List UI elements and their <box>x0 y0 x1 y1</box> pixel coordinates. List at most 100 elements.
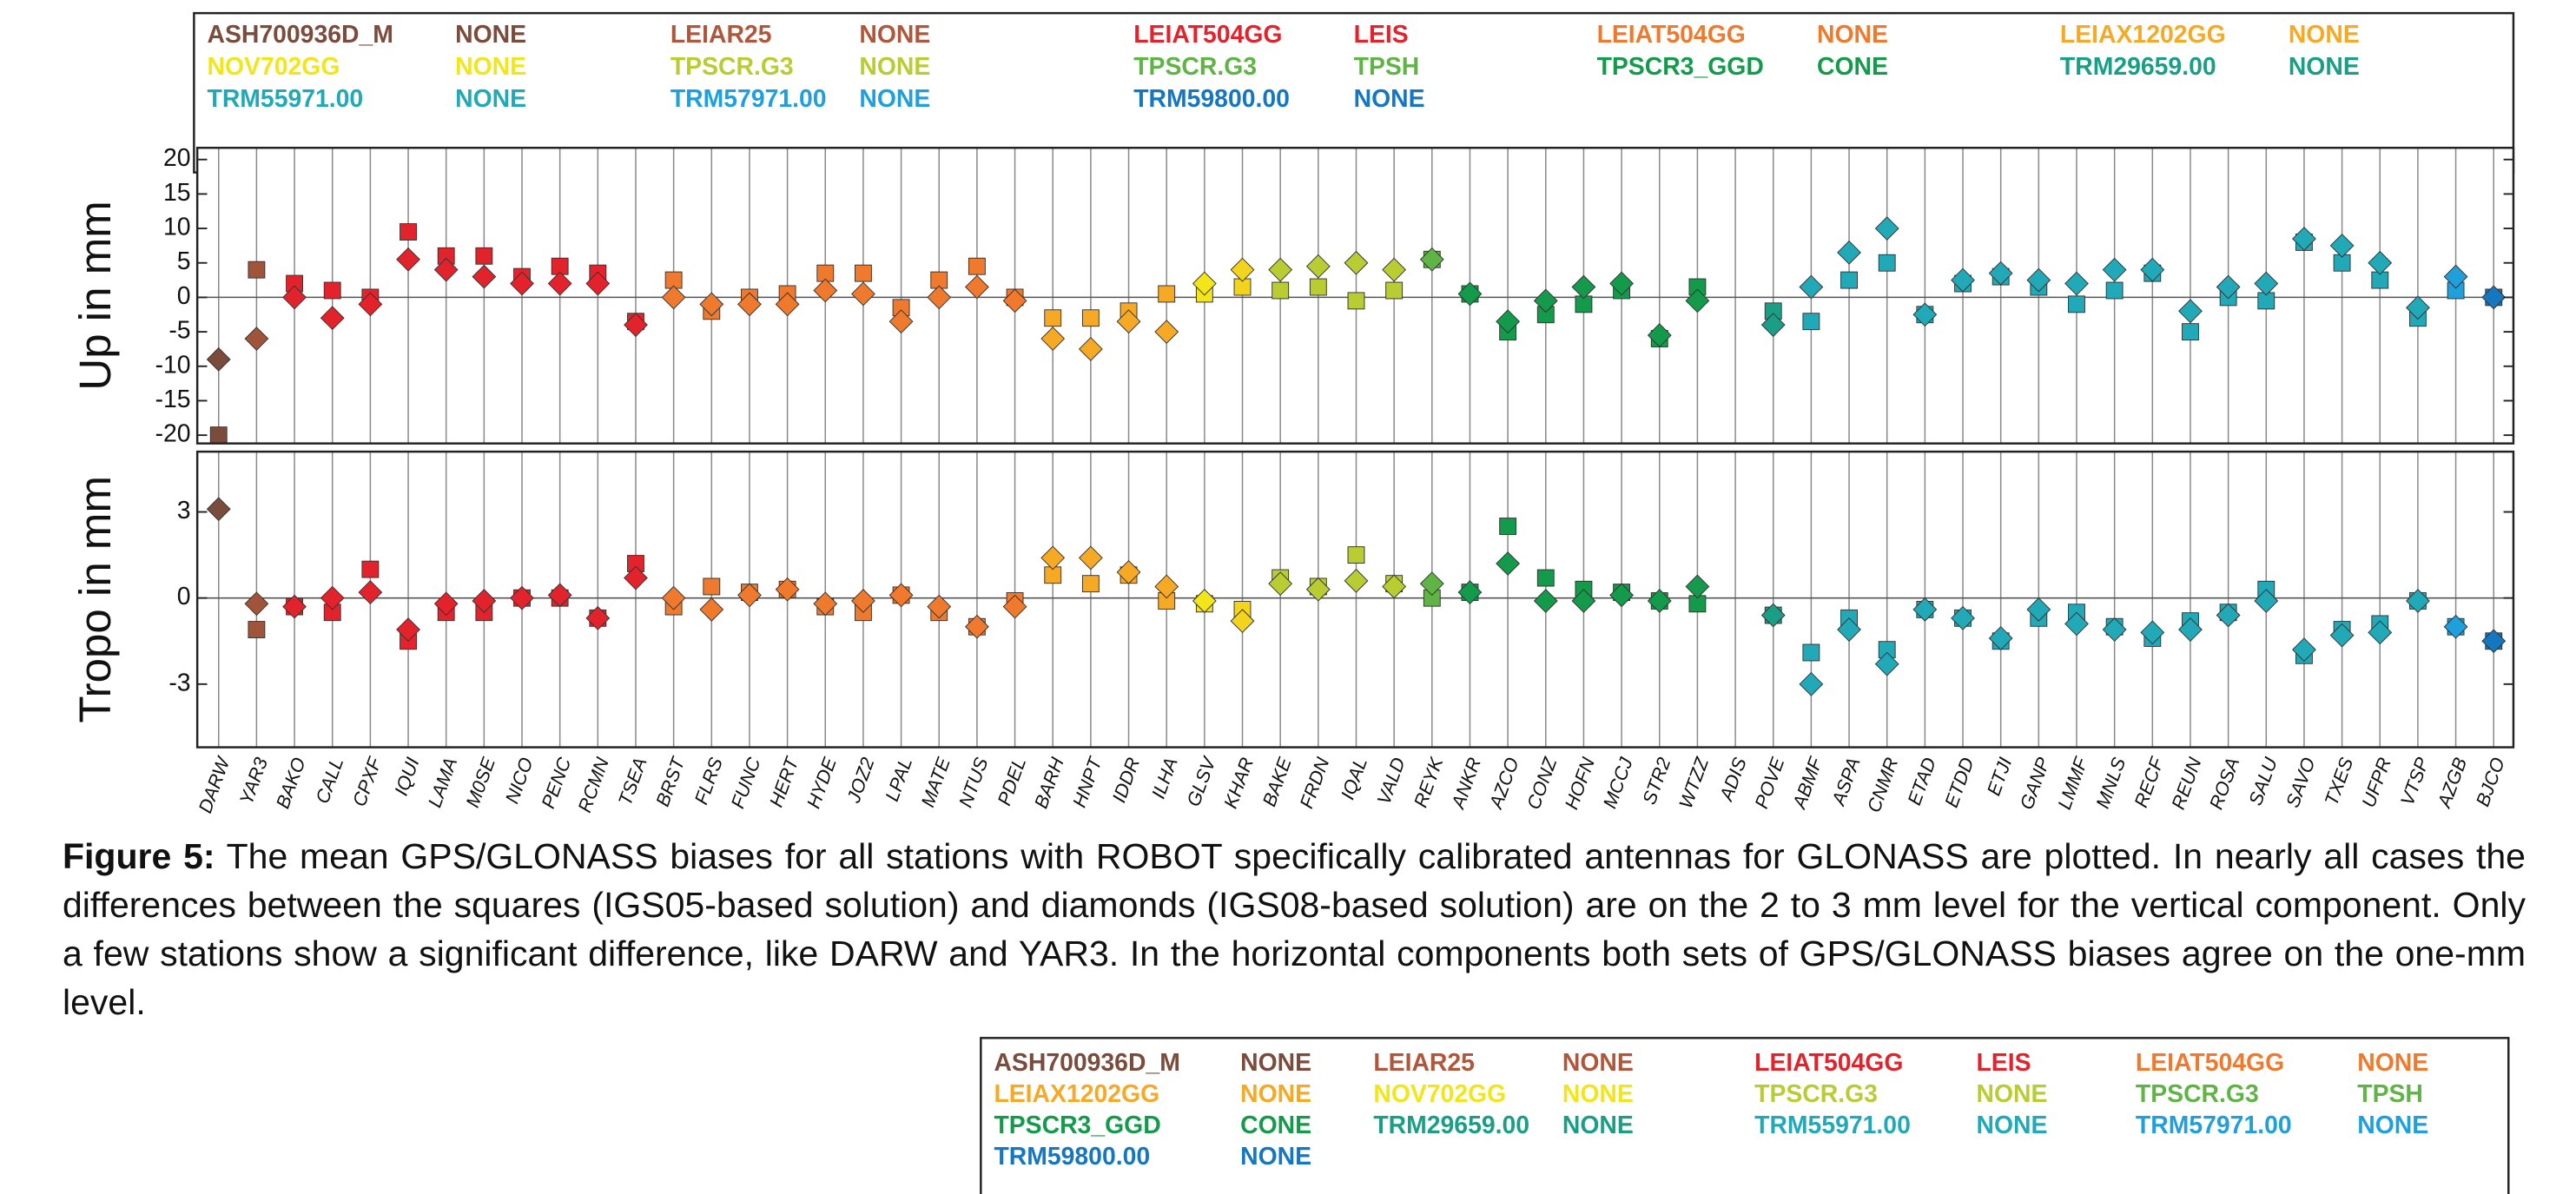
diamond-marker <box>1457 580 1483 604</box>
square-marker <box>1536 569 1555 587</box>
x-tick-label: FRDN <box>1295 755 1333 812</box>
square-marker <box>968 257 986 275</box>
legend-antenna: LEIAR25 <box>1373 1049 1475 1077</box>
diamond-marker <box>244 591 269 617</box>
square-marker <box>1385 281 1404 300</box>
legend-radome: NONE <box>2289 21 2360 49</box>
y-tick-label: -20 <box>155 420 191 448</box>
diamond-marker <box>1951 267 1975 293</box>
legend-radome: NONE <box>455 53 526 81</box>
x-tick-label: FLRS <box>690 754 727 807</box>
square-marker <box>361 560 380 578</box>
diamond-marker <box>1685 574 1710 599</box>
square-marker <box>1802 643 1820 662</box>
legend-antenna: LEIAR25 <box>670 21 772 49</box>
square-marker <box>1081 309 1100 327</box>
diamond-marker <box>1192 589 1217 613</box>
diamond-marker <box>1571 589 1596 613</box>
diamond-marker <box>1533 288 1558 313</box>
legend-radome: LEIS <box>1976 1049 2031 1077</box>
legend-radome: NONE <box>455 85 526 113</box>
diamond-marker <box>2140 257 2165 282</box>
square-marker <box>1878 254 1896 272</box>
plot-frame <box>195 146 2515 445</box>
diamond-marker <box>1609 583 1635 608</box>
legend-radome: NONE <box>1240 1080 1311 1108</box>
legend-radome: NONE <box>1976 1080 2047 1108</box>
x-tick-label: GLSV <box>1182 753 1220 809</box>
diamond-marker <box>510 585 534 610</box>
legend-antenna: TRM57971.00 <box>670 85 827 113</box>
diamond-marker <box>1951 605 1975 630</box>
legend-radome: NONE <box>2357 1112 2428 1139</box>
square-marker <box>1081 575 1100 593</box>
diamond-marker <box>547 583 572 608</box>
diamond-marker <box>1002 288 1027 313</box>
diamond-marker <box>2064 611 2089 637</box>
square-marker <box>2068 295 2085 313</box>
x-tick-label: WTZZ <box>1674 754 1713 811</box>
diamond-marker <box>1837 617 1861 642</box>
diamond-marker <box>1419 247 1444 272</box>
diamond-marker <box>358 580 383 604</box>
x-tick-label: BJCO <box>2472 755 2509 809</box>
legend-radome: CONE <box>1817 53 1888 81</box>
diamond-marker <box>888 583 914 608</box>
diamond-marker <box>1382 574 1407 599</box>
x-tick-label: IDDR <box>1108 755 1145 806</box>
square-marker <box>703 577 721 596</box>
square-marker <box>323 281 341 300</box>
diamond-marker <box>927 285 952 310</box>
diamond-marker <box>1760 313 1786 338</box>
diamond-marker <box>1874 651 1899 676</box>
diamond-marker <box>2026 597 2051 622</box>
diamond-marker <box>2102 257 2127 282</box>
diamond-marker <box>244 327 269 351</box>
diamond-marker <box>1154 320 1179 345</box>
legend-radome: NONE <box>1240 1049 1311 1077</box>
x-tick-label: MNLS <box>2091 754 2130 811</box>
legend-antenna: LEIAT504GG <box>1597 21 1746 49</box>
diamond-marker <box>2481 629 2507 654</box>
square-marker <box>209 426 228 444</box>
diamond-marker <box>1912 597 1938 622</box>
legend-antenna: LEIAT504GG <box>1754 1049 1903 1077</box>
square-marker <box>1802 313 1820 331</box>
legend-antenna: TRM59800.00 <box>994 1143 1150 1171</box>
diamond-marker <box>1760 603 1786 628</box>
x-tick-label: PDEL <box>993 755 1030 808</box>
legend-antenna: TRM57971.00 <box>2136 1112 2292 1139</box>
legend-antenna: TRM55971.00 <box>208 85 364 113</box>
x-tick-label: IQAL <box>1337 755 1371 802</box>
diamond-marker <box>1799 671 1824 696</box>
diamond-marker <box>1647 589 1672 613</box>
diamond-marker <box>737 583 762 608</box>
x-tick-label: POVE <box>1750 754 1788 811</box>
legend-antenna: TPSCR.G3 <box>2136 1080 2259 1108</box>
plot-frame <box>195 450 2515 749</box>
x-tick-label: CONZ <box>1522 754 1562 812</box>
diamond-marker <box>510 271 534 296</box>
diamond-marker <box>2102 617 2127 642</box>
diamond-marker <box>1988 626 2013 650</box>
x-tick-label: BAKO <box>272 755 310 811</box>
x-tick-label: M0SE <box>461 754 499 810</box>
legend-antenna: LEIAX1202GG <box>2060 21 2226 49</box>
diamond-marker <box>661 285 686 310</box>
x-tick-label: HNPT <box>1068 753 1106 810</box>
y-tick-label: 0 <box>177 583 191 610</box>
diamond-marker <box>813 278 838 303</box>
diamond-marker <box>1040 545 1066 571</box>
legend-radome: TPSH <box>2357 1080 2423 1108</box>
legend-radome: NONE <box>1562 1080 1634 1108</box>
legend-antenna: TPSCR3_GGD <box>994 1112 1160 1139</box>
x-tick-label: MATE <box>916 754 954 809</box>
diamond-marker <box>2368 250 2393 275</box>
x-tick-label: TXES <box>2320 754 2357 808</box>
caption-label: Figure 5: <box>63 836 215 876</box>
x-tick-label: LMMF <box>2053 753 2092 812</box>
legend-antenna: TRM59800.00 <box>1133 85 1290 113</box>
diamond-marker <box>2481 285 2507 310</box>
y-tick-label: -5 <box>168 317 190 345</box>
x-tick-label: PENC <box>537 755 575 812</box>
